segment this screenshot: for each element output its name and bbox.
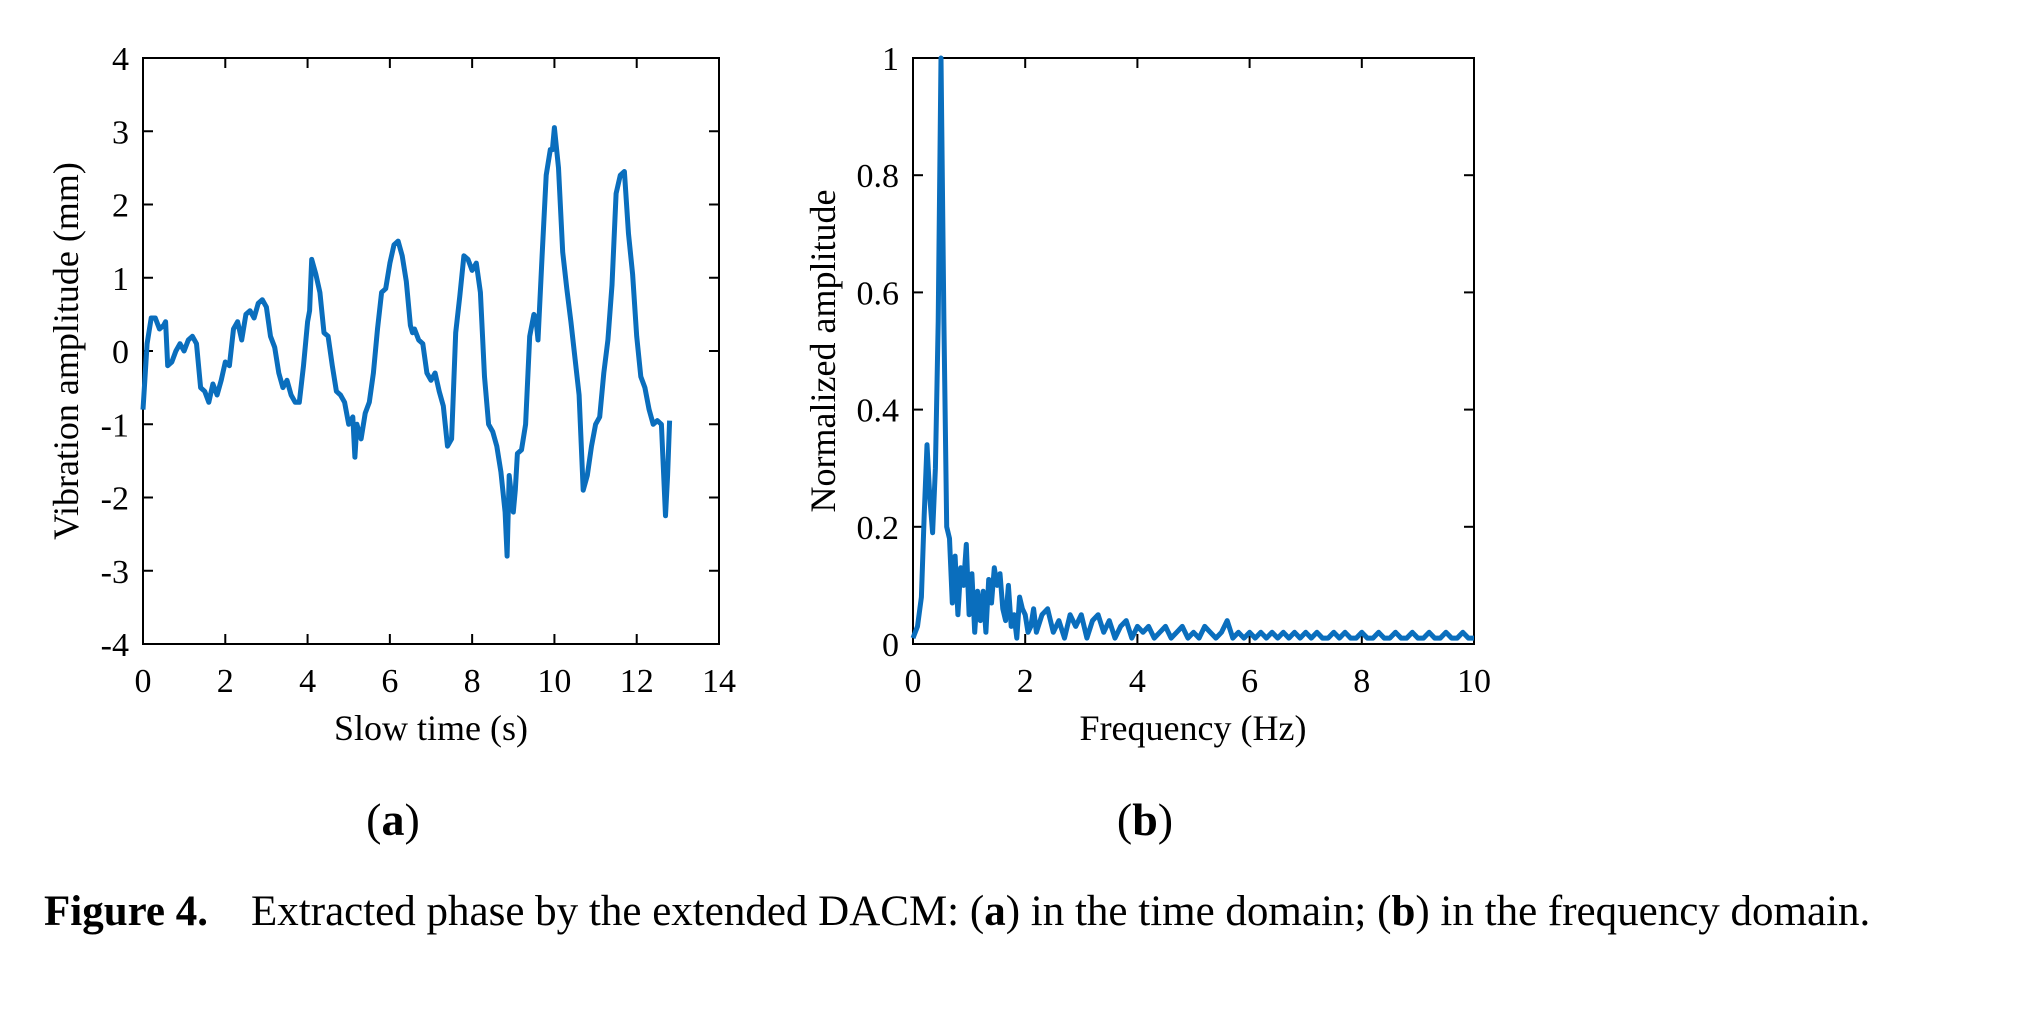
a-ytick-label-2: -2 [101, 481, 129, 518]
panel-b: 0 2 4 6 8 10 0 0.2 0.4 0.6 0.8 1 Frequency (Hz) Nor… [803, 41, 1491, 845]
b-xtick-label-4: 8 [1353, 663, 1370, 700]
a-axes-box [142, 57, 720, 645]
b-xtick-label-1: 2 [1017, 663, 1034, 700]
a-xlabel: Slow time (s) [334, 708, 528, 748]
b-ylabel: Normalized amplitude [803, 190, 843, 513]
a-ytick-label-0: -4 [101, 627, 129, 664]
b-ytick-label-0: 0 [882, 627, 899, 664]
a-xtick-label-3: 6 [381, 663, 398, 700]
a-xtick-label-5: 10 [537, 663, 571, 700]
a-xtick-label-0: 0 [135, 663, 152, 700]
a-ytick-label-6: 2 [112, 188, 129, 225]
a-series-line [140, 125, 673, 559]
a-xtick-label-7: 14 [702, 663, 736, 700]
a-xtick-label-1: 2 [217, 663, 234, 700]
figure-caption: Figure 4. Extracted phase by the extende… [44, 880, 2004, 944]
b-ytick-label-2: 0.4 [857, 393, 900, 430]
b-ytick-label-1: 0.2 [857, 510, 900, 547]
b-panel-label: (b) [1117, 794, 1173, 845]
caption-text-1: Extracted phase by the extended DACM: ( [251, 888, 985, 935]
caption-ref-a: a [984, 888, 1006, 935]
a-ytick-label-7: 3 [112, 114, 129, 151]
a-xtick-label-6: 12 [620, 663, 654, 700]
b-ytick-label-5: 1 [882, 41, 899, 78]
caption-text-3: ) in the frequency domain. [1415, 888, 1871, 935]
a-xtick-label-2: 4 [299, 663, 316, 700]
a-ytick-label-1: -3 [101, 554, 129, 591]
caption-ref-b: b [1391, 888, 1416, 935]
a-ytick-label-3: -1 [101, 407, 129, 444]
b-xtick-label-3: 6 [1241, 663, 1258, 700]
a-ylabel: Vibration amplitude (mm) [46, 162, 86, 540]
b-ytick-label-4: 0.8 [857, 158, 900, 195]
b-ytick-label-3: 0.6 [857, 275, 900, 312]
a-ytick-label-4: 0 [112, 334, 129, 371]
b-xlabel: Frequency (Hz) [1080, 708, 1307, 748]
a-ytick-label-5: 1 [112, 261, 129, 298]
b-xtick-label-2: 4 [1129, 663, 1146, 700]
a-ytick-label-8: 4 [112, 41, 129, 78]
a-panel-label: (a) [366, 794, 420, 845]
b-axes-box [912, 57, 1475, 645]
caption-text-2: ) in the time domain; ( [1005, 888, 1392, 935]
caption-label: Figure 4. [44, 888, 209, 935]
a-xtick-label-4: 8 [464, 663, 481, 700]
b-ticks: 0 2 4 6 8 10 0 0.2 0.4 0.6 0.8 1 [857, 41, 1492, 700]
b-series-line [910, 55, 1474, 641]
b-xtick-label-0: 0 [905, 663, 922, 700]
b-xtick-label-5: 10 [1457, 663, 1491, 700]
